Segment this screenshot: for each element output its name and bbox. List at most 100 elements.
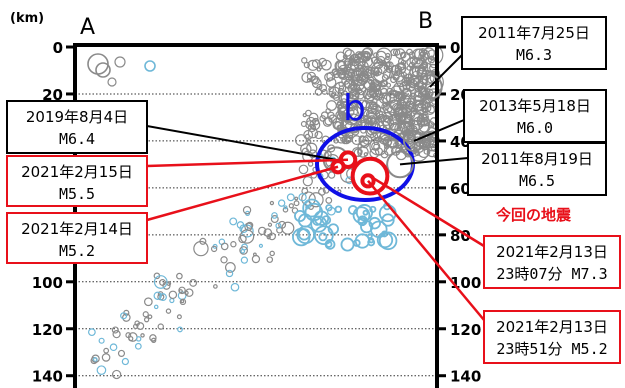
background-event	[144, 60, 156, 72]
background-event	[101, 353, 111, 362]
background-event	[257, 226, 267, 236]
background-event	[313, 225, 334, 246]
background-event	[275, 222, 282, 229]
leader-line-e2011a	[429, 54, 463, 88]
background-event	[120, 312, 128, 320]
background-event	[220, 256, 228, 264]
background-event	[169, 297, 175, 304]
background-event	[357, 215, 368, 226]
background-event	[266, 256, 274, 263]
background-event	[91, 354, 100, 363]
background-event	[112, 330, 121, 339]
callout-box-e2021a	[483, 235, 621, 289]
background-event	[238, 234, 247, 244]
seismicity-cloud	[87, 44, 444, 380]
background-event	[157, 323, 164, 330]
background-event	[301, 72, 313, 83]
callout-box-e2021b	[483, 310, 621, 364]
background-event	[351, 92, 360, 101]
background-event	[292, 227, 311, 247]
background-event	[159, 293, 167, 302]
callout-date-e2021b: 2021年2月13日	[496, 318, 608, 336]
background-event	[307, 161, 314, 167]
background-event	[411, 65, 424, 78]
leader-line-e2013	[413, 119, 465, 142]
background-event	[362, 107, 381, 126]
background-event	[288, 203, 294, 209]
tick-label-right-120: 120	[450, 321, 481, 339]
background-event	[418, 64, 426, 72]
background-event	[419, 100, 425, 106]
background-event	[324, 72, 334, 82]
background-event	[331, 68, 339, 76]
background-event	[142, 311, 149, 318]
background-event	[318, 57, 327, 67]
background-event	[370, 79, 380, 88]
background-event	[321, 215, 332, 225]
callout-magnitude-e2021d: M5.2	[59, 242, 95, 260]
event-callouts: 2011年7月25日 M6.3 2013年5月18日 M6.0 2011年8月19日 M6…	[6, 16, 621, 364]
background-event	[87, 328, 96, 337]
background-event	[316, 83, 323, 90]
background-event	[293, 200, 300, 207]
background-event	[326, 100, 337, 111]
background-event	[251, 254, 261, 264]
background-event	[341, 67, 346, 73]
background-event	[177, 326, 183, 333]
background-event	[176, 272, 183, 280]
background-event	[342, 90, 348, 96]
background-event	[334, 205, 343, 214]
background-event	[367, 66, 376, 75]
background-event	[318, 232, 328, 242]
background-event	[283, 205, 288, 210]
callout-box-e2011b	[467, 142, 607, 196]
background-event	[325, 240, 333, 248]
background-event	[362, 134, 373, 145]
background-event	[347, 106, 363, 122]
background-event	[335, 60, 347, 72]
background-event	[378, 92, 391, 105]
event-symbol-e2013	[402, 129, 426, 152]
background-event	[374, 147, 383, 156]
callout-magnitude-e2011b: M6.5	[519, 172, 555, 190]
background-event	[358, 135, 366, 143]
background-event	[269, 250, 275, 257]
background-event	[184, 290, 189, 296]
background-event	[362, 47, 374, 58]
callout-date-e2021a: 2021年2月13日	[496, 243, 608, 261]
background-event	[393, 82, 405, 94]
callout-date-e2011a: 2011年7月25日	[478, 24, 590, 42]
background-event	[340, 237, 355, 252]
callout-box-e2021d	[6, 212, 148, 264]
background-event	[400, 99, 407, 106]
background-event	[365, 101, 378, 114]
background-event	[333, 138, 339, 144]
background-event	[411, 70, 420, 80]
background-event	[411, 113, 424, 126]
background-event	[343, 70, 352, 79]
background-event	[397, 58, 405, 65]
background-event	[302, 176, 313, 187]
tick-label-right-140: 140	[450, 368, 481, 386]
background-event	[362, 81, 371, 89]
background-event	[236, 221, 245, 229]
background-event	[109, 343, 118, 352]
background-event	[381, 74, 389, 81]
background-event	[268, 232, 276, 241]
background-event	[421, 102, 432, 113]
background-event	[95, 62, 111, 78]
callout-box-e2019	[6, 100, 148, 154]
background-event	[281, 221, 295, 235]
callout-magnitude-e2021c: M5.5	[59, 185, 95, 203]
background-event	[390, 76, 397, 84]
background-event	[321, 88, 328, 95]
callout-magnitude-e2019: M6.4	[59, 130, 95, 148]
leader-line-e2021b	[367, 180, 485, 321]
background-event	[357, 143, 363, 149]
background-event	[168, 290, 178, 300]
background-event	[114, 56, 126, 68]
background-event	[328, 86, 341, 99]
background-event	[338, 81, 344, 87]
background-event	[368, 237, 375, 244]
